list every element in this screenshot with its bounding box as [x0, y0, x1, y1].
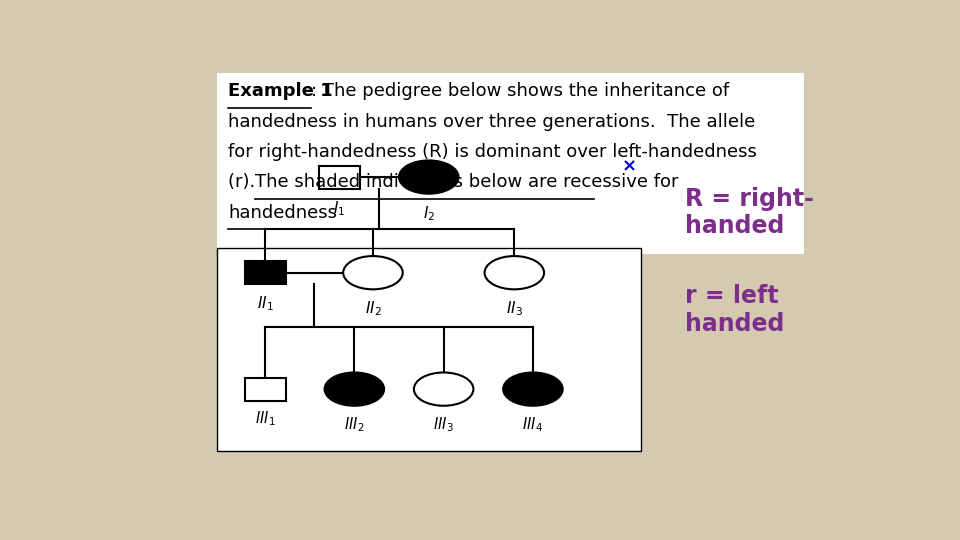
Text: : The pedigree below shows the inheritance of: : The pedigree below shows the inheritan…	[311, 82, 730, 100]
Text: III$_4$: III$_4$	[522, 415, 543, 434]
Text: Example 1: Example 1	[228, 82, 332, 100]
Text: III$_2$: III$_2$	[344, 415, 365, 434]
Text: handedness in humans over three generations.  The allele: handedness in humans over three generati…	[228, 113, 756, 131]
Text: I$_1$: I$_1$	[333, 199, 346, 218]
Circle shape	[324, 373, 384, 406]
Text: handedness: handedness	[228, 204, 337, 222]
Circle shape	[344, 256, 403, 289]
Text: II$_2$: II$_2$	[365, 300, 381, 319]
Bar	[245, 377, 285, 401]
Bar	[245, 261, 285, 284]
Text: I$_2$: I$_2$	[422, 204, 435, 223]
Text: (r).: (r).	[228, 173, 261, 191]
Text: III$_3$: III$_3$	[433, 415, 454, 434]
Text: r = left
handed: r = left handed	[685, 284, 785, 336]
Text: R = right-
handed: R = right- handed	[685, 186, 814, 238]
Text: The shaded individuals below are recessive for: The shaded individuals below are recessi…	[255, 173, 679, 191]
Bar	[319, 166, 360, 188]
Text: ×: ×	[622, 158, 637, 176]
Circle shape	[414, 373, 473, 406]
Circle shape	[503, 373, 563, 406]
Text: II$_3$: II$_3$	[506, 300, 523, 319]
FancyBboxPatch shape	[217, 248, 641, 451]
Text: for right-handedness (R) is dominant over left-handedness: for right-handedness (R) is dominant ove…	[228, 143, 756, 161]
FancyBboxPatch shape	[217, 73, 804, 254]
Circle shape	[485, 256, 544, 289]
Text: III$_1$: III$_1$	[254, 410, 276, 428]
Circle shape	[399, 160, 459, 194]
Text: II$_1$: II$_1$	[256, 294, 274, 313]
